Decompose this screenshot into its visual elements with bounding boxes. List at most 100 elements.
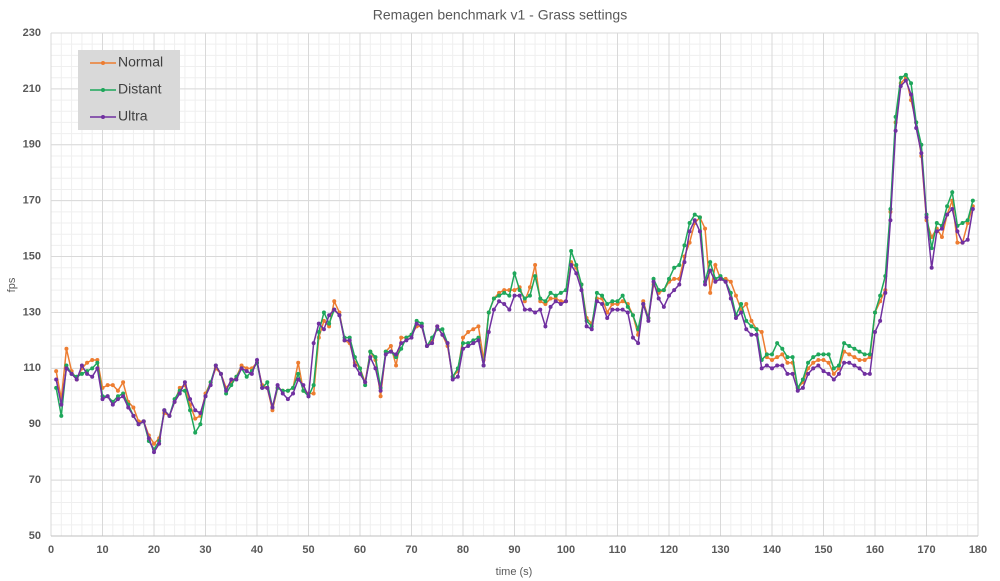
point: [265, 380, 270, 385]
point: [388, 349, 393, 354]
point: [682, 243, 687, 248]
point: [744, 302, 749, 307]
point: [95, 357, 100, 362]
point: [59, 402, 64, 407]
point: [754, 332, 759, 337]
point: [105, 394, 110, 399]
point: [152, 441, 156, 446]
point: [579, 288, 584, 293]
point: [594, 299, 599, 304]
x-axis-label: time (s): [496, 566, 533, 578]
point: [208, 383, 213, 388]
point: [79, 371, 84, 376]
point: [770, 357, 774, 362]
point: [780, 363, 785, 368]
point: [770, 366, 774, 371]
x-tick-label: 0: [48, 544, 54, 556]
point: [594, 290, 599, 295]
point: [847, 360, 852, 365]
point: [399, 335, 404, 340]
point: [867, 371, 872, 376]
point: [296, 360, 301, 365]
point: [327, 324, 332, 329]
point: [873, 330, 877, 335]
point: [502, 290, 507, 295]
point: [461, 335, 465, 340]
x-tick-label: 160: [866, 544, 884, 556]
point: [708, 290, 713, 295]
point: [373, 355, 378, 360]
point: [430, 341, 435, 346]
point: [54, 369, 59, 374]
point: [842, 341, 847, 346]
point: [667, 276, 671, 281]
point: [667, 293, 671, 298]
point: [703, 226, 708, 231]
point: [847, 343, 852, 348]
point: [677, 282, 682, 287]
legend-marker: [101, 88, 105, 92]
point: [564, 299, 568, 304]
point: [198, 411, 203, 416]
point: [383, 349, 388, 354]
point: [733, 316, 738, 321]
point: [497, 299, 502, 304]
point: [759, 330, 764, 335]
point: [399, 346, 404, 351]
y-tick-label: 90: [29, 418, 41, 430]
point: [296, 377, 301, 382]
point: [538, 299, 543, 304]
point: [692, 212, 697, 217]
point: [270, 405, 275, 410]
point: [368, 349, 373, 354]
point: [836, 363, 841, 368]
point: [852, 346, 857, 351]
point: [121, 391, 126, 396]
point: [435, 324, 440, 329]
point: [852, 355, 857, 360]
point: [131, 413, 136, 418]
point: [811, 355, 816, 360]
point: [733, 293, 738, 298]
point: [553, 293, 558, 298]
point: [553, 296, 558, 301]
point: [764, 363, 769, 368]
point: [646, 318, 651, 323]
point: [620, 293, 625, 298]
point: [713, 262, 718, 267]
point: [651, 276, 656, 281]
point: [811, 366, 816, 371]
point: [115, 394, 120, 399]
x-tick-label: 40: [251, 544, 263, 556]
point: [718, 276, 723, 281]
point: [749, 318, 754, 323]
point: [939, 226, 944, 231]
point: [85, 371, 90, 376]
point: [388, 343, 393, 348]
point: [945, 204, 950, 209]
point: [115, 388, 120, 393]
legend-label: Ultra: [118, 108, 148, 124]
point: [780, 346, 785, 351]
point: [723, 279, 728, 284]
point: [332, 299, 337, 304]
point: [785, 355, 790, 360]
point: [476, 324, 481, 329]
point: [744, 318, 749, 323]
point: [522, 296, 527, 301]
point: [311, 391, 316, 396]
point: [90, 374, 95, 379]
point: [656, 296, 661, 301]
point: [687, 221, 692, 226]
point: [188, 397, 193, 402]
point: [502, 302, 507, 307]
point: [136, 422, 141, 427]
point: [502, 288, 507, 293]
point: [898, 84, 903, 89]
point: [960, 240, 965, 245]
point: [239, 366, 244, 371]
point: [677, 262, 682, 267]
x-tick-label: 90: [508, 544, 520, 556]
point: [332, 307, 337, 312]
point: [182, 388, 187, 393]
